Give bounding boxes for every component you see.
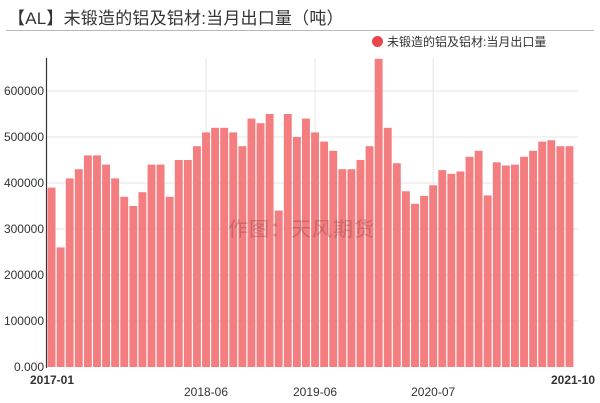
x-tick-label: 2017-01 — [29, 373, 75, 387]
y-tick-label: 400000 — [3, 176, 44, 190]
bar[interactable] — [347, 169, 356, 367]
bar[interactable] — [401, 191, 410, 367]
bar[interactable] — [156, 164, 165, 367]
bar[interactable] — [565, 146, 574, 367]
bar[interactable] — [238, 146, 247, 367]
bar[interactable] — [329, 150, 338, 367]
x-tick-label: 2020-07 — [411, 385, 456, 399]
legend-marker-icon — [372, 36, 383, 47]
legend-label: 未锻造的铝及铝材:当月出口量 — [387, 35, 547, 49]
bar[interactable] — [211, 127, 220, 367]
legend[interactable]: 未锻造的铝及铝材:当月出口量 — [372, 33, 546, 50]
bar[interactable] — [492, 162, 501, 367]
bar[interactable] — [392, 163, 401, 367]
y-tick-label: 200000 — [3, 268, 44, 282]
y-tick-label: 500000 — [3, 130, 44, 144]
bar[interactable] — [529, 150, 538, 367]
bar[interactable] — [247, 118, 256, 367]
bar[interactable] — [338, 169, 347, 367]
bar[interactable] — [165, 196, 174, 367]
bar[interactable] — [538, 141, 547, 367]
bar[interactable] — [420, 195, 429, 367]
bar[interactable] — [74, 169, 83, 367]
bar[interactable] — [220, 127, 229, 367]
bar[interactable] — [365, 146, 374, 367]
bar[interactable] — [438, 170, 447, 367]
bar[interactable] — [274, 210, 283, 367]
bar[interactable] — [374, 58, 383, 368]
bar[interactable] — [292, 137, 301, 367]
bar[interactable] — [411, 203, 419, 367]
bar[interactable] — [311, 132, 319, 367]
bar[interactable] — [501, 165, 510, 367]
bar[interactable] — [202, 132, 210, 367]
bar[interactable] — [520, 156, 528, 367]
bar[interactable] — [47, 187, 56, 367]
bar[interactable] — [447, 173, 456, 367]
y-tick-label: 600000 — [3, 84, 44, 98]
bar[interactable] — [120, 196, 129, 367]
bar[interactable] — [229, 132, 238, 367]
bar[interactable] — [356, 160, 365, 367]
bar[interactable] — [65, 178, 74, 367]
bar[interactable] — [465, 156, 474, 367]
y-tick-label: 100000 — [3, 314, 44, 328]
bar[interactable] — [83, 155, 92, 367]
bar[interactable] — [511, 164, 519, 367]
bar[interactable] — [474, 150, 483, 367]
bar[interactable] — [383, 127, 392, 367]
x-tick-label: 2019-06 — [293, 385, 338, 399]
bar[interactable] — [302, 118, 310, 367]
bar[interactable] — [265, 114, 274, 367]
bar[interactable] — [111, 178, 120, 367]
bar[interactable] — [320, 141, 329, 367]
bar[interactable] — [102, 164, 111, 367]
chart-title: 【AL】未锻造的铝及铝材:当月出口量（吨） — [8, 9, 344, 28]
bar[interactable] — [256, 123, 265, 367]
bar[interactable] — [93, 155, 101, 367]
bar[interactable] — [56, 247, 65, 367]
bar[interactable] — [192, 146, 201, 367]
bar[interactable] — [429, 185, 438, 367]
bar[interactable] — [138, 192, 147, 367]
bar[interactable] — [483, 195, 492, 367]
bar[interactable] — [283, 114, 292, 367]
x-tick-label: 2018-06 — [183, 385, 229, 399]
bar[interactable] — [547, 140, 556, 367]
bar[interactable] — [456, 171, 465, 368]
bar[interactable] — [147, 164, 156, 367]
y-tick-label: 0.000 — [13, 360, 44, 374]
bar[interactable] — [556, 146, 565, 367]
bar[interactable] — [174, 160, 183, 367]
bar[interactable] — [129, 206, 138, 367]
y-tick-label: 300000 — [3, 222, 44, 236]
x-tick-label: 2021-10 — [550, 373, 596, 387]
bar[interactable] — [183, 160, 192, 367]
title-divider — [6, 30, 594, 31]
watermark: 作图：天风期货 — [228, 219, 375, 241]
